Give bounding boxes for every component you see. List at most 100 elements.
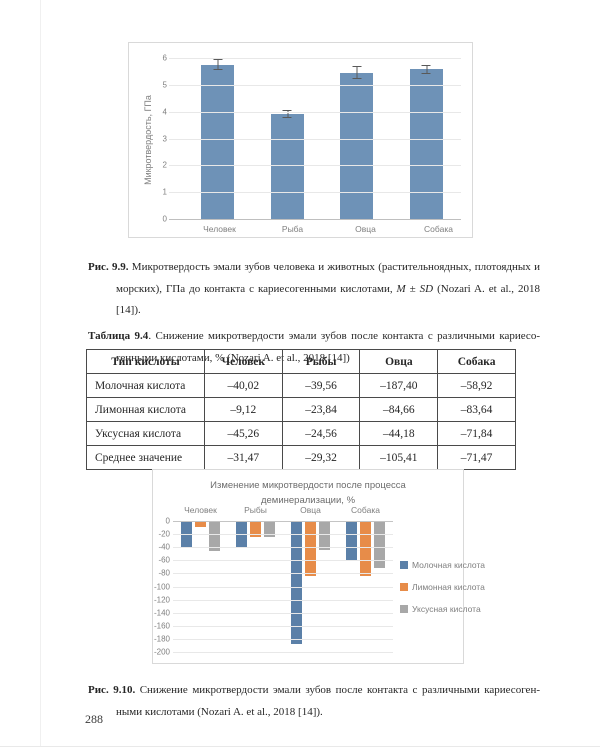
bar-slot — [253, 58, 323, 219]
bar — [209, 521, 220, 551]
bar — [374, 521, 385, 569]
y-tick-label: -140 — [153, 608, 170, 618]
y-tick-label: 6 — [162, 53, 167, 63]
y-tick-label: -160 — [153, 621, 170, 631]
y-tick-label: 0 — [162, 214, 167, 224]
x-axis-label: Овца — [355, 224, 376, 234]
page-left-edge-line — [40, 0, 41, 746]
caption-italic-msd: M ± SD — [396, 282, 434, 295]
bar — [236, 521, 247, 547]
error-bar — [352, 66, 362, 80]
table-header-cell: Овца — [359, 349, 439, 374]
gridline — [173, 599, 393, 601]
chart1-yticks: 0 1 2 3 4 5 6 — [155, 54, 167, 224]
chart2-legend: Молочная кислота Лимонная кислота Уксусная… — [400, 560, 485, 626]
table-cell: –45,26 — [203, 421, 283, 446]
error-bar-part — [421, 72, 431, 74]
y-tick-label: 2 — [162, 160, 167, 170]
error-bar-part — [282, 117, 292, 119]
figure-label: Рис. 9.9. — [88, 261, 129, 273]
table-header-cell: Тип кислоты — [86, 349, 205, 374]
table-cell: Среднее значение — [86, 445, 205, 470]
table-cell: Лимонная кислота — [86, 397, 205, 422]
gridline — [169, 84, 461, 86]
error-bar-part — [217, 59, 219, 71]
table-cell: –39,56 — [281, 373, 361, 398]
page-bottom-edge-line — [0, 746, 600, 747]
gridline — [169, 165, 461, 167]
y-tick-label: -40 — [158, 542, 170, 552]
error-bar-part — [282, 110, 292, 112]
y-tick-label: -60 — [158, 555, 170, 565]
bar-group — [338, 521, 393, 652]
bar — [360, 521, 371, 576]
y-tick-label: 4 — [162, 107, 167, 117]
figure-9-10-chart: Изменение микротвердости после процесса … — [152, 469, 485, 664]
table-9-4: Тип кислоты Человек Рыбы Овца Собака Молочна… — [86, 349, 516, 470]
gridline — [173, 638, 393, 640]
legend-swatch — [400, 583, 408, 591]
error-bar — [282, 110, 292, 119]
table-cell: –83,64 — [437, 397, 516, 422]
y-tick-label: 5 — [162, 80, 167, 90]
table-cell: Уксусная кислота — [86, 421, 205, 446]
zero-axis-line — [173, 521, 393, 522]
chart1-xlabels: Человек Рыба Овца Собака — [183, 224, 475, 234]
legend-item: Уксусная кислота — [400, 604, 485, 614]
table-cell: –9,12 — [203, 397, 283, 422]
y-tick-label: -80 — [158, 568, 170, 578]
table-body: Молочная кислота –40,02 –39,56 –187,40 –58,9… — [86, 373, 516, 470]
table-cell: –58,92 — [437, 373, 516, 398]
x-axis-label: Рыба — [281, 224, 304, 234]
legend-swatch — [400, 605, 408, 613]
figure-9-9-chart: Микротвердость, ГПа 0 1 2 3 4 5 6 Человек Рыба О… — [128, 42, 473, 238]
table-cell: –29,32 — [281, 445, 361, 470]
bar — [409, 69, 443, 219]
caption-text: (Nozari A. et al., 2018 [14]). — [116, 282, 540, 317]
error-bar — [421, 64, 431, 74]
y-tick-label: -20 — [158, 529, 170, 539]
table-header-row: Тип кислоты Человек Рыбы Овца Собака — [86, 349, 516, 374]
bar — [340, 72, 374, 219]
gridline — [173, 625, 393, 627]
table-cell: –23,84 — [281, 397, 361, 422]
table-row: Уксусная кислота –45,26 –24,56 –44,18 –71,84 — [86, 421, 516, 446]
x-axis-label: Собака — [424, 224, 453, 234]
gridline — [173, 560, 393, 562]
figure-9-9-caption: Рис. 9.9. Микротвердость эмали зубов чел… — [88, 257, 540, 322]
bar — [264, 521, 275, 538]
gridline — [173, 534, 393, 536]
table-cell: –105,41 — [359, 445, 439, 470]
y-tick-label: -120 — [153, 595, 170, 605]
table-header-cell: Рыбы — [281, 349, 361, 374]
error-bar — [213, 59, 223, 71]
table-cell: –40,02 — [203, 373, 283, 398]
chart2-title: Изменение микротвердости после процесса … — [210, 480, 406, 506]
chart2-yticks: 0 -20 -40 -60 -80 -100 -120 -140 -160 -180 -200 — [153, 517, 170, 657]
error-bar-part — [213, 59, 223, 61]
table-label: Таблица 9.4 — [88, 330, 149, 342]
bar-group — [228, 521, 283, 652]
category-label: Собака — [351, 505, 380, 515]
legend-label: Молочная кислота — [412, 560, 485, 570]
chart1-y-axis-label: Микротвердость, ГПа — [143, 95, 153, 185]
table-cell: –24,56 — [281, 421, 361, 446]
caption-text: Микротвердость эмали зубов человека и жи… — [116, 261, 540, 295]
bar-slot — [392, 58, 462, 219]
error-bar-part — [287, 110, 289, 119]
error-bar-part — [213, 69, 223, 71]
y-tick-label: 0 — [165, 516, 170, 526]
error-bar-part — [352, 78, 362, 80]
table-row: Среднее значение –31,47 –29,32 –105,41 –71,4… — [86, 445, 516, 470]
gridline — [173, 547, 393, 549]
bar — [346, 521, 357, 560]
gridline — [173, 573, 393, 575]
error-bar-part — [356, 66, 358, 80]
page-number: 288 — [85, 712, 103, 726]
y-tick-label: 3 — [162, 134, 167, 143]
y-tick-label: -200 — [153, 647, 170, 657]
table-row: Лимонная кислота –9,12 –23,84 –84,66 –83,64 — [86, 397, 516, 422]
gridline — [173, 652, 393, 653]
chart2-category-labels: Человек Рыбы Овца Собака — [173, 505, 393, 515]
error-bar-part — [421, 64, 431, 66]
